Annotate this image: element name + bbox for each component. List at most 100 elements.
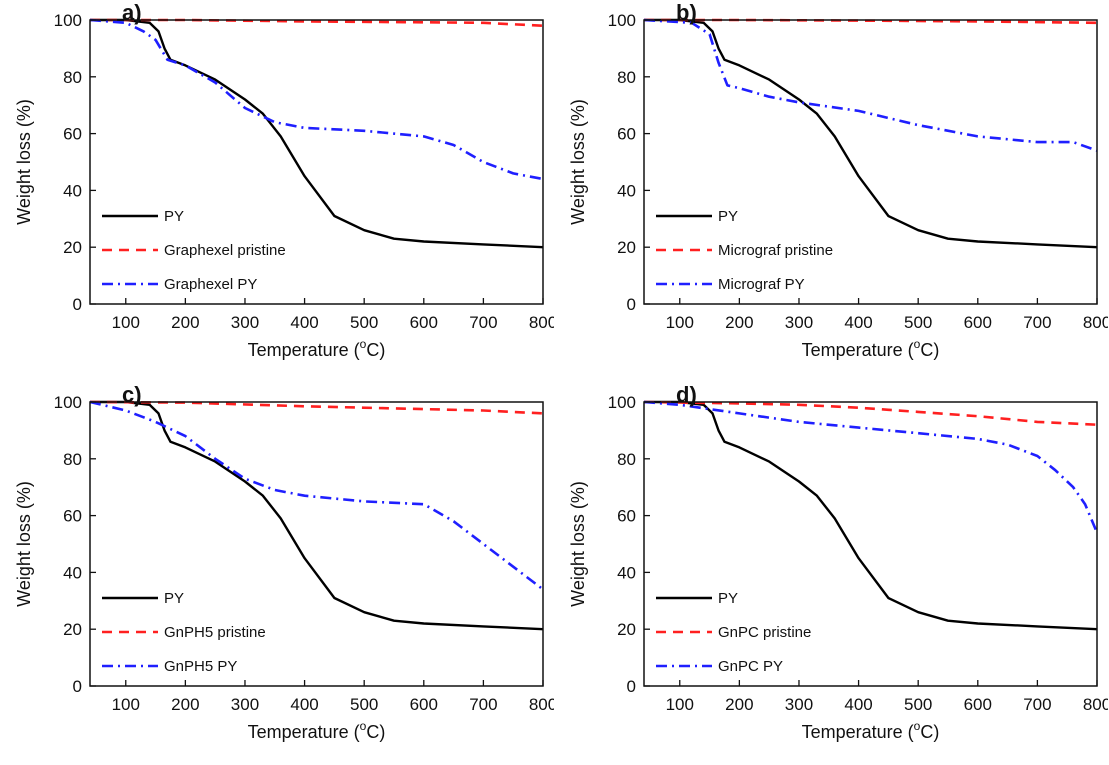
panel-letter: d)	[676, 382, 697, 407]
x-tick-label: 800	[1083, 313, 1108, 332]
legend-label: PY	[718, 208, 738, 225]
x-tick-label: 300	[785, 313, 813, 332]
panel-letter: a)	[122, 0, 142, 25]
x-tick-label: 800	[1083, 695, 1108, 714]
x-tick-label: 100	[666, 695, 694, 714]
x-tick-label: 400	[290, 695, 318, 714]
y-tick-label: 100	[54, 393, 82, 412]
x-tick-label: 400	[290, 313, 318, 332]
plot-frame	[89, 401, 544, 687]
x-tick-label: 800	[529, 313, 554, 332]
y-tick-label: 60	[63, 507, 82, 526]
x-tick-label: 400	[844, 695, 872, 714]
chart-svg: 100 200 300 400 500 600 700 800 0 20 40 60 80 100 Temp…	[14, 382, 554, 742]
x-tick-label: 600	[964, 313, 992, 332]
y-tick-label: 100	[54, 11, 82, 30]
x-tick-label: 800	[529, 695, 554, 714]
y-tick-label: 80	[617, 450, 636, 469]
x-tick-label: 200	[171, 695, 199, 714]
legend-label: Graphexel PY	[164, 276, 257, 293]
series-line-1	[644, 400, 1098, 631]
legend-label: GnPH5 PY	[164, 658, 237, 675]
legend-label: Graphexel pristine	[164, 242, 286, 259]
chart-svg: 100 200 300 400 500 600 700 800 0 20 40 60 80 100 Temp…	[568, 382, 1108, 742]
y-tick-label: 20	[63, 620, 82, 639]
x-tick-label: 700	[1023, 313, 1051, 332]
x-axis-label: Temperature (oC)	[802, 719, 940, 742]
y-tick-label: 40	[617, 181, 636, 200]
series-line-2	[643, 400, 1098, 426]
x-tick-label: 100	[112, 695, 140, 714]
chart-svg: 100 200 300 400 500 600 700 800 0 20 40 60 80 100 Temp…	[568, 0, 1108, 360]
y-tick-label: 100	[608, 11, 636, 30]
panel-letter: c)	[122, 382, 142, 407]
y-axis-label: Weight loss (%)	[14, 481, 34, 607]
x-tick-label: 400	[844, 313, 872, 332]
series-line-2	[89, 400, 544, 415]
x-tick-label: 600	[410, 313, 438, 332]
y-axis-label: Weight loss (%)	[568, 99, 588, 225]
y-tick-label: 80	[63, 68, 82, 87]
y-tick-label: 60	[63, 125, 82, 144]
chart-svg: 100 200 300 400 500 600 700 800 0 20 40 60 80 100 Temp…	[14, 0, 554, 360]
x-tick-label: 500	[904, 313, 932, 332]
x-tick-label: 700	[469, 313, 497, 332]
chart-panel-d: 100 200 300 400 500 600 700 800 0 20 40 60 80 100 Temp…	[554, 382, 1108, 764]
y-tick-label: 0	[627, 295, 636, 314]
panel-letter: b)	[676, 0, 697, 25]
y-tick-label: 60	[617, 125, 636, 144]
legend-label: Micrograf PY	[718, 276, 805, 293]
series-line-1	[90, 400, 544, 631]
series-line-1	[90, 18, 544, 249]
x-tick-label: 500	[350, 313, 378, 332]
x-tick-label: 700	[1023, 695, 1051, 714]
plot-frame	[643, 401, 1098, 687]
x-tick-label: 300	[785, 695, 813, 714]
x-tick-label: 100	[666, 313, 694, 332]
series-line-2	[90, 18, 544, 27]
y-tick-label: 0	[73, 677, 82, 696]
x-tick-label: 200	[725, 695, 753, 714]
y-tick-label: 20	[617, 620, 636, 639]
series-line-3	[89, 400, 544, 591]
x-tick-label: 200	[171, 313, 199, 332]
y-axis-label: Weight loss (%)	[568, 481, 588, 607]
x-axis-label: Temperature (oC)	[248, 719, 386, 742]
y-tick-label: 60	[617, 507, 636, 526]
x-tick-label: 500	[904, 695, 932, 714]
y-tick-label: 80	[63, 450, 82, 469]
y-tick-label: 80	[617, 68, 636, 87]
x-tick-label: 700	[469, 695, 497, 714]
legend-label: GnPC PY	[718, 658, 783, 675]
series-line-3	[89, 18, 544, 181]
plot-frame	[89, 19, 544, 305]
y-tick-label: 0	[627, 677, 636, 696]
series-line-3	[643, 18, 1098, 152]
x-axis-label: Temperature (oC)	[248, 337, 386, 360]
series-line-3	[643, 400, 1099, 534]
legend-label: PY	[718, 590, 738, 607]
series-line-1	[644, 18, 1098, 249]
y-tick-label: 100	[608, 393, 636, 412]
legend-label: GnPH5 pristine	[164, 624, 266, 641]
x-tick-label: 200	[725, 313, 753, 332]
y-tick-label: 20	[617, 238, 636, 257]
x-tick-label: 500	[350, 695, 378, 714]
legend-label: PY	[164, 590, 184, 607]
x-tick-label: 100	[112, 313, 140, 332]
x-tick-label: 300	[231, 313, 259, 332]
chart-panel-b: 100 200 300 400 500 600 700 800 0 20 40 60 80 100 Temp…	[554, 0, 1108, 382]
y-tick-label: 40	[63, 563, 82, 582]
legend-label: Micrograf pristine	[718, 242, 833, 259]
y-tick-label: 40	[63, 181, 82, 200]
chart-panel-c: 100 200 300 400 500 600 700 800 0 20 40 60 80 100 Temp…	[0, 382, 554, 764]
plot-frame	[643, 19, 1098, 305]
y-tick-label: 40	[617, 563, 636, 582]
chart-panel-a: 100 200 300 400 500 600 700 800 0 20 40 60 80 100 Temp…	[0, 0, 554, 382]
legend-label: GnPC pristine	[718, 624, 811, 641]
x-tick-label: 300	[231, 695, 259, 714]
x-axis-label: Temperature (oC)	[802, 337, 940, 360]
y-tick-label: 20	[63, 238, 82, 257]
y-axis-label: Weight loss (%)	[14, 99, 34, 225]
legend-label: PY	[164, 208, 184, 225]
